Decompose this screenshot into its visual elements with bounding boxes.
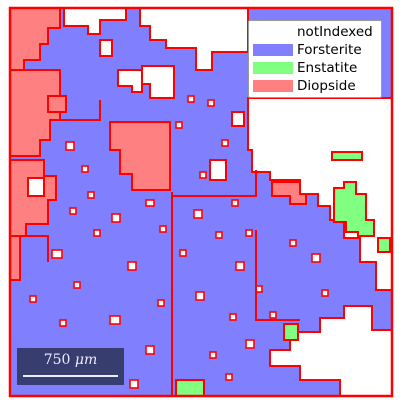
grain-boundaries <box>10 100 300 396</box>
grain-speckles <box>29 95 329 389</box>
legend-label: Enstatite <box>297 60 358 76</box>
enstatite-regions <box>175 151 391 397</box>
legend-label: Diopside <box>297 78 356 94</box>
legend-swatch-enstatite <box>253 62 293 74</box>
scale-bar-value: 750 <box>43 352 71 368</box>
legend-label: Forsterite <box>297 42 362 58</box>
not-indexed-regions <box>27 7 393 397</box>
scale-bar-line <box>23 375 118 377</box>
legend-swatch-not-indexed <box>253 26 293 38</box>
scale-bar-unit: μm <box>74 352 98 368</box>
scale-bar-label: 750 μm <box>17 352 124 368</box>
diopside-regions <box>9 7 307 281</box>
legend: notIndexed Forsterite Enstatite Diopside <box>248 20 382 98</box>
map-border <box>8 6 394 398</box>
legend-item-not-indexed: notIndexed <box>253 23 377 41</box>
legend-item-enstatite: Enstatite <box>253 59 377 77</box>
legend-swatch-forsterite <box>253 44 293 56</box>
scale-bar: 750 μm <box>17 348 124 385</box>
legend-item-diopside: Diopside <box>253 77 377 95</box>
legend-label: notIndexed <box>297 24 373 40</box>
legend-item-forsterite: Forsterite <box>253 41 377 59</box>
legend-swatch-diopside <box>253 80 293 92</box>
